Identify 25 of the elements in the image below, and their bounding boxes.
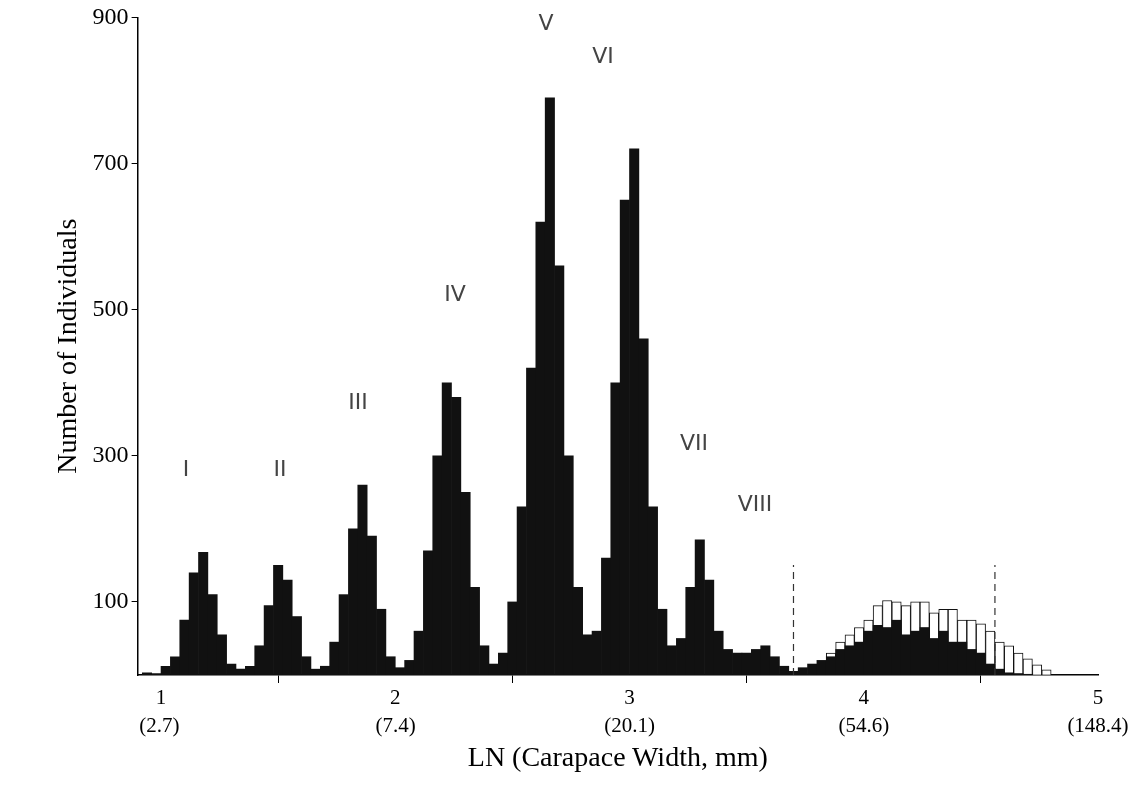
annotation: VII — [679, 429, 709, 455]
x2-tick-label: (7.4) — [375, 713, 416, 738]
x-tick-label: 4 — [858, 685, 870, 710]
annotation: I — [182, 455, 190, 481]
x-tick-label: 1 — [155, 685, 167, 710]
x2-tick-label: (2.7) — [139, 713, 180, 738]
x2-tick-label: (20.1) — [604, 713, 656, 738]
y-tick-label: 500 — [92, 294, 129, 321]
x-tick-label: 5 — [1092, 685, 1104, 710]
y-axis-title: Number of Individuals — [51, 218, 83, 474]
x2-tick-label: (148.4) — [1067, 713, 1129, 738]
annotation: V — [538, 9, 554, 35]
y-tick-label: 700 — [92, 148, 129, 175]
x-axis-title: LN (Carapace Width, mm) — [467, 740, 768, 772]
x-tick-label: 2 — [390, 685, 401, 710]
annotation: IV — [444, 280, 466, 306]
x2-tick-label: (54.6) — [838, 713, 890, 738]
y-tick-label: 300 — [92, 441, 129, 468]
y-tick-label: 900 — [92, 2, 129, 29]
y-tick-label: 100 — [92, 587, 129, 614]
annotation: III — [348, 388, 368, 414]
annotation: VI — [592, 42, 614, 68]
annotation: VIII — [737, 490, 773, 516]
x-tick-label: 3 — [624, 685, 635, 710]
annotation: II — [273, 455, 287, 481]
